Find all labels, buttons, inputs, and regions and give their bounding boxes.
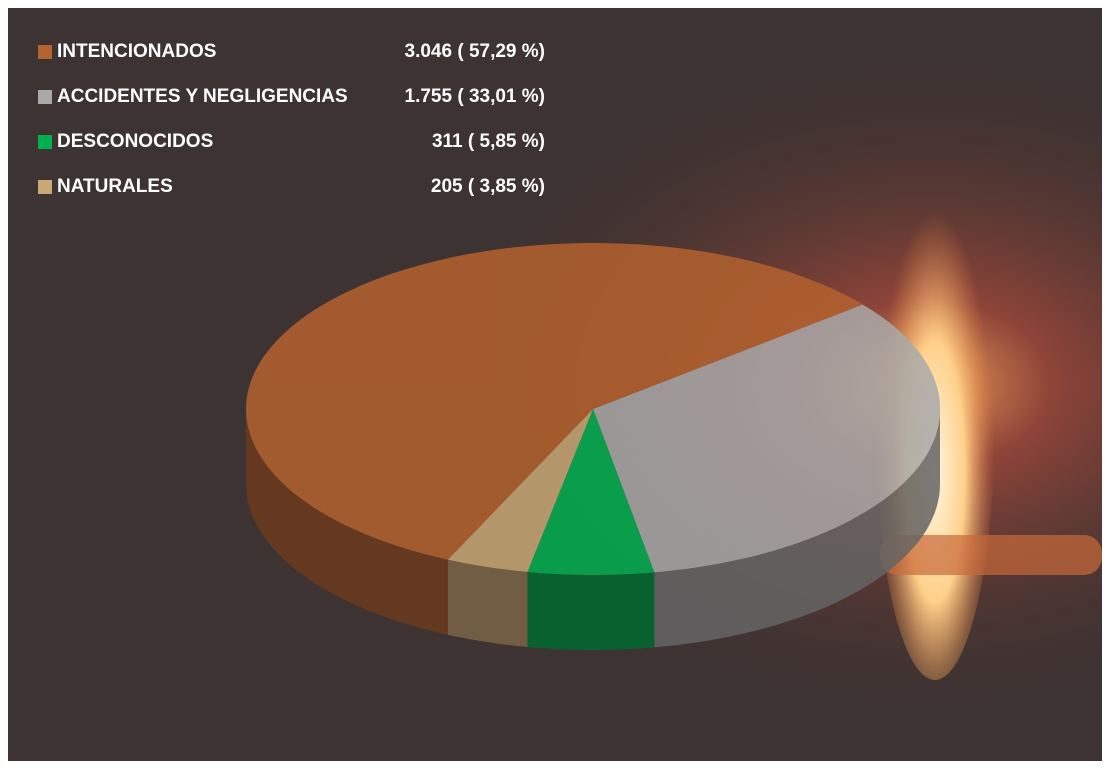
legend-swatch <box>38 180 52 194</box>
pie <box>246 242 941 650</box>
slice-side <box>447 559 528 647</box>
value-label: 205 ( 3,85 %) <box>431 176 545 197</box>
legend-label: NATURALES <box>57 176 173 197</box>
slice <box>527 409 655 575</box>
slice <box>593 304 941 573</box>
legend-swatch <box>38 90 52 104</box>
value-label: 3.046 ( 57,29 %) <box>405 41 545 62</box>
slice-side <box>246 409 448 635</box>
legend: INTENCIONADOS 3.046 ( 57,29 %) ACCIDENTES … <box>38 41 545 197</box>
legend-label: INTENCIONADOS <box>57 41 216 62</box>
slice-side <box>527 572 655 650</box>
legend-label: DESCONOCIDOS <box>57 131 213 152</box>
value-label: 311 ( 5,85 %) <box>432 131 545 152</box>
slice <box>447 409 593 572</box>
slice <box>246 242 863 560</box>
legend-swatch <box>38 135 52 149</box>
match <box>880 535 1102 575</box>
slice-side <box>654 409 940 648</box>
value-label: 1.755 ( 33,01 %) <box>405 86 545 107</box>
legend-label: ACCIDENTES Y NEGLIGENCIAS <box>57 86 348 107</box>
legend-swatch <box>38 45 52 59</box>
